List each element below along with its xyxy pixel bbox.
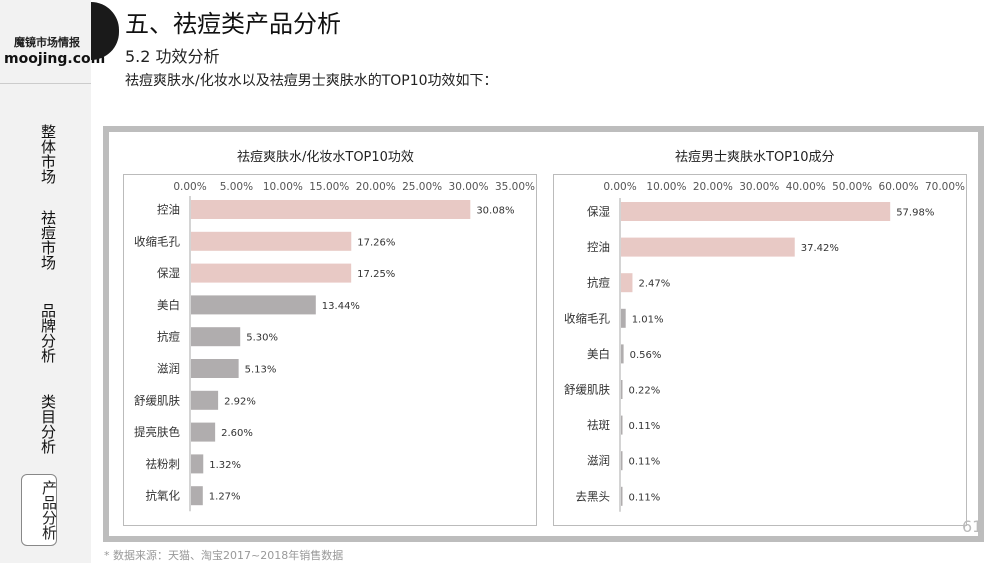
x-tick-label: 30.00% — [449, 181, 489, 193]
category-label: 保湿 — [157, 266, 180, 280]
x-tick-label: 60.00% — [879, 181, 919, 193]
chart-right-svg: 0.00% 10.00% 20.00% 30.00% 40.00% 50.00% 60.00… — [564, 181, 965, 512]
bar — [191, 359, 239, 378]
bar — [621, 202, 891, 221]
chart-panel: 祛痘爽肤水/化妆水TOP10功效 祛痘男士爽肤水TOP10成分 0.00% 5.0… — [103, 126, 984, 542]
x-tick-label: 20.00% — [356, 181, 396, 193]
sidebar: 魔镜市场情报 moojing.com 整体市场 祛痘市场 品牌分析 类目分析 产… — [0, 0, 106, 563]
nav-item-brand-analysis[interactable]: 品牌分析 — [39, 303, 57, 363]
category-label: 收缩毛孔 — [564, 311, 610, 325]
bar — [191, 390, 219, 410]
logo-text-en: moojing.com — [4, 51, 106, 67]
sidebar-divider — [0, 83, 91, 84]
chart-title-left: 祛痘爽肤水/化妆水TOP10功效 — [237, 150, 414, 165]
bar — [191, 263, 352, 283]
x-tick-label: 35.00% — [495, 181, 535, 193]
x-tick-label: 0.00% — [603, 181, 636, 193]
category-label: 美白 — [157, 298, 180, 312]
data-label: 5.13% — [245, 365, 277, 376]
bar — [191, 327, 241, 347]
bar — [191, 486, 203, 506]
category-label: 抗氧化 — [146, 489, 181, 503]
category-label: 舒缓肌肤 — [564, 383, 610, 397]
x-tick-label: 25.00% — [402, 181, 442, 193]
data-label: 17.25% — [357, 269, 395, 280]
bar — [191, 231, 352, 251]
x-tick-label: 0.00% — [173, 181, 206, 193]
bar — [621, 451, 623, 471]
data-label: 30.08% — [476, 206, 514, 217]
data-label: 0.11% — [629, 457, 661, 468]
data-label: 2.60% — [221, 428, 253, 439]
data-label: 17.26% — [357, 237, 395, 248]
x-tick-label: 70.00% — [925, 181, 965, 193]
section-description: 祛痘爽肤水/化妆水以及祛痘男士爽肤水的TOP10功效如下： — [125, 73, 498, 89]
page-number: 61 — [962, 517, 983, 536]
bar — [621, 486, 623, 506]
category-label: 控油 — [587, 240, 610, 254]
bar — [191, 200, 471, 219]
category-label: 滋润 — [157, 362, 180, 376]
x-tick-label: 5.00% — [220, 181, 253, 193]
header-decoration — [91, 2, 119, 60]
bar — [621, 308, 626, 328]
data-label: 2.92% — [224, 396, 256, 407]
x-tick-label: 50.00% — [832, 181, 872, 193]
category-label: 去黑头 — [576, 489, 611, 503]
data-label: 2.47% — [638, 279, 670, 290]
bar — [621, 237, 795, 257]
section-subtitle: 5.2 功效分析 — [125, 47, 220, 66]
x-tick-label: 10.00% — [646, 181, 686, 193]
chart-right: 0.00% 10.00% 20.00% 30.00% 40.00% 50.00% 60.00… — [553, 174, 967, 526]
x-tick-label: 10.00% — [263, 181, 303, 193]
category-label: 控油 — [157, 203, 180, 217]
x-tick-label: 30.00% — [739, 181, 779, 193]
bar — [621, 344, 624, 364]
chart-title-right: 祛痘男士爽肤水TOP10成分 — [675, 150, 835, 165]
data-label: 1.01% — [632, 314, 664, 325]
bar — [191, 454, 204, 474]
category-label: 舒缓肌肤 — [134, 393, 180, 407]
bar — [621, 415, 623, 435]
nav-item-category-analysis[interactable]: 类目分析 — [39, 394, 57, 454]
data-label: 0.11% — [629, 421, 661, 432]
category-label: 美白 — [587, 347, 610, 361]
category-label: 保湿 — [587, 205, 610, 219]
brand-logo: 魔镜市场情报 moojing.com — [4, 34, 106, 67]
category-label: 抗痘 — [157, 330, 180, 344]
page-title: 五、祛痘类产品分析 — [125, 10, 341, 38]
nav-item-acne-market[interactable]: 祛痘市场 — [39, 210, 57, 270]
data-label: 1.27% — [209, 492, 241, 503]
bar — [191, 422, 216, 442]
category-label: 抗痘 — [587, 276, 610, 290]
data-label: 0.56% — [630, 350, 662, 361]
category-label: 祛粉刺 — [146, 457, 181, 471]
data-label: 13.44% — [322, 301, 360, 312]
data-label: 37.42% — [801, 243, 839, 254]
data-label: 57.98% — [896, 208, 934, 219]
category-label: 收缩毛孔 — [134, 234, 180, 248]
bar — [621, 380, 623, 399]
bar — [621, 273, 633, 293]
data-source-note: * 数据来源：天猫、淘宝2017~2018年销售数据 — [104, 549, 344, 562]
category-label: 滋润 — [587, 454, 610, 468]
category-label: 祛斑 — [587, 418, 610, 432]
category-label: 提亮肤色 — [134, 425, 180, 439]
nav-item-overall-market[interactable]: 整体市场 — [39, 124, 57, 184]
nav-item-product-analysis[interactable]: 产品分析 — [21, 474, 58, 546]
data-label: 0.11% — [629, 492, 661, 503]
x-tick-label: 20.00% — [693, 181, 733, 193]
x-tick-label: 15.00% — [309, 181, 349, 193]
chart-left-svg: 0.00% 5.00% 10.00% 15.00% 20.00% 25.00% 30.00%… — [134, 181, 535, 512]
data-label: 5.30% — [246, 333, 278, 344]
bar — [191, 295, 316, 315]
data-label: 0.22% — [629, 386, 661, 397]
data-label: 1.32% — [209, 460, 241, 471]
x-tick-label: 40.00% — [786, 181, 826, 193]
logo-text-cn: 魔镜市场情报 — [14, 36, 80, 49]
chart-left: 0.00% 5.00% 10.00% 15.00% 20.00% 25.00% 30.00%… — [123, 174, 537, 526]
